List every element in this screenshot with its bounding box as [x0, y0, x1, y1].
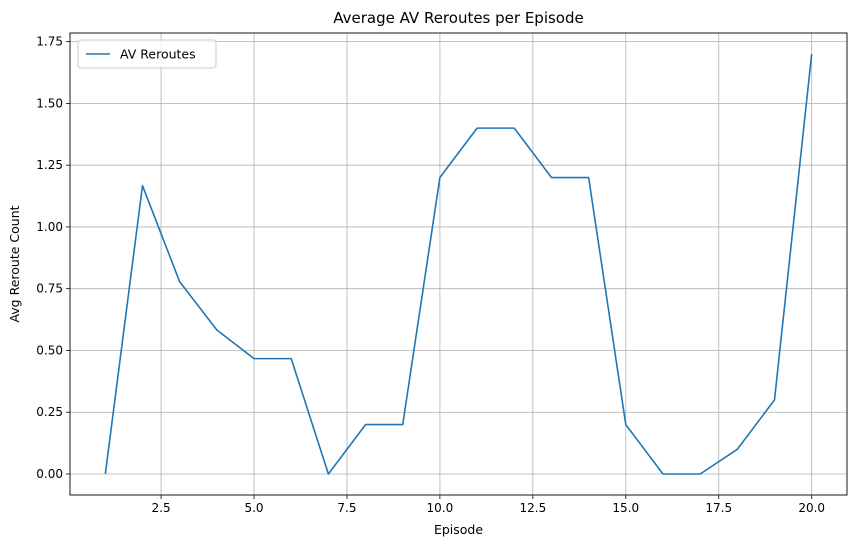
- series-line: [104, 53, 813, 475]
- y-tick-label: 1.75: [36, 35, 63, 49]
- x-tick-label: 7.5: [337, 501, 356, 515]
- x-tick-label: 20.0: [798, 501, 825, 515]
- y-tick-label: 1.50: [36, 96, 63, 110]
- x-tick-label: 5.0: [244, 501, 263, 515]
- y-tick-label: 0.00: [36, 467, 63, 481]
- series-layer: [104, 53, 813, 475]
- y-axis-ticks: 0.00 0.25 0.50 0.75 1.00 1.25 1.50 1.75: [36, 35, 70, 481]
- y-tick-label: 0.50: [36, 343, 63, 357]
- y-tick-label: 1.25: [36, 158, 63, 172]
- x-axis-ticks: 2.5 5.0 7.5 10.0 12.5 15.0 17.5 20.0: [152, 495, 825, 515]
- x-tick-label: 17.5: [705, 501, 732, 515]
- x-tick-label: 10.0: [427, 501, 454, 515]
- x-tick-label: 2.5: [152, 501, 171, 515]
- x-tick-label: 15.0: [612, 501, 639, 515]
- plot-frame: [69, 32, 848, 496]
- y-tick-label: 0.75: [36, 282, 63, 296]
- x-tick-label: 12.5: [519, 501, 546, 515]
- grid: [70, 33, 847, 495]
- y-tick-label: 0.25: [36, 405, 63, 419]
- legend-box: [77, 39, 217, 69]
- legend: AV Reroutes: [77, 39, 217, 69]
- legend-entry: AV Reroutes: [120, 47, 196, 62]
- chart-title: Average AV Reroutes per Episode: [333, 9, 583, 27]
- y-tick-label: 1.00: [36, 220, 63, 234]
- x-axis-label: Episode: [434, 522, 483, 537]
- y-axis-label: Avg Reroute Count: [7, 205, 22, 322]
